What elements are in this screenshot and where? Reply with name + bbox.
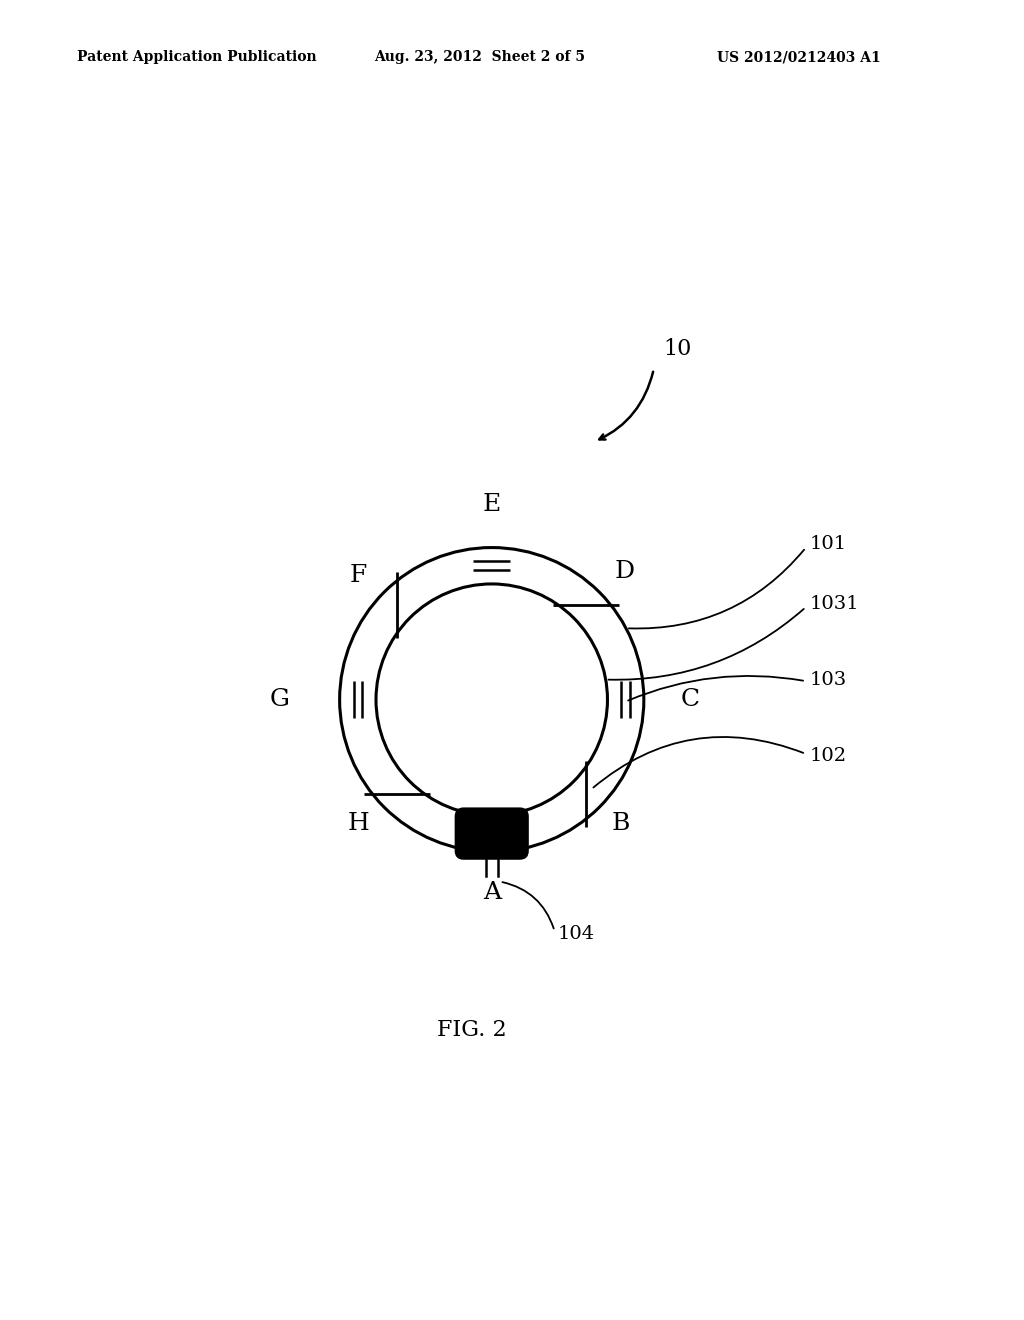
Text: G: G — [270, 688, 290, 711]
Text: 1031: 1031 — [809, 595, 859, 612]
Text: FIG. 2: FIG. 2 — [437, 1019, 507, 1041]
Text: US 2012/0212403 A1: US 2012/0212403 A1 — [717, 50, 881, 65]
Text: B: B — [611, 812, 630, 836]
Text: F: F — [350, 564, 367, 587]
Text: D: D — [615, 560, 635, 582]
Text: Patent Application Publication: Patent Application Publication — [77, 50, 316, 65]
Text: 10: 10 — [664, 338, 692, 360]
Text: H: H — [347, 812, 370, 836]
Text: C: C — [680, 688, 699, 711]
FancyBboxPatch shape — [456, 808, 527, 859]
Text: 103: 103 — [809, 671, 847, 689]
Text: A: A — [482, 882, 501, 904]
Text: E: E — [482, 494, 501, 516]
Text: 104: 104 — [558, 925, 595, 944]
Text: 102: 102 — [809, 747, 846, 764]
Text: 101: 101 — [809, 535, 846, 553]
Text: Aug. 23, 2012  Sheet 2 of 5: Aug. 23, 2012 Sheet 2 of 5 — [374, 50, 585, 65]
